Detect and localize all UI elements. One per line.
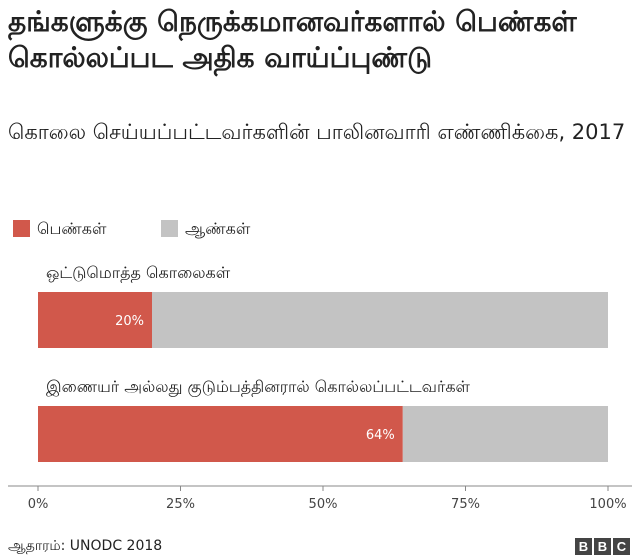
legend-swatch-women xyxy=(13,220,30,237)
x-tick-label: 25% xyxy=(166,497,195,512)
category-label: இணையர் அல்லது குடும்பத்தினரால் கொல்லப்பட… xyxy=(46,377,471,397)
bar-segment-women xyxy=(38,292,152,348)
x-tick-label: 0% xyxy=(28,497,49,512)
bar-segment-men xyxy=(402,406,608,462)
legend-label-men: ஆண்கள் xyxy=(185,219,251,238)
bbc-logo-letter: B xyxy=(575,538,592,555)
legend-item-women: பெண்கள் xyxy=(13,218,106,240)
chart-subtitle: கொலை செய்யப்பட்டவர்களின் பாலினவாரி எண்ணி… xyxy=(8,120,626,144)
x-tick-label: 50% xyxy=(309,497,338,512)
bar-segment-women xyxy=(38,406,403,462)
x-tick-label: 100% xyxy=(589,497,626,512)
data-label: 20% xyxy=(115,314,144,329)
legend-item-men: ஆண்கள் xyxy=(161,218,250,240)
x-tick-label: 75% xyxy=(451,497,480,512)
bar-segment-men xyxy=(152,292,608,348)
data-label: 64% xyxy=(366,428,395,443)
category-label: ஒட்டுமொத்த கொலைகள் xyxy=(46,263,231,282)
bbc-logo-letter: C xyxy=(613,538,630,555)
legend-label-women: பெண்கள் xyxy=(37,219,107,238)
bbc-logo-letter: B xyxy=(594,538,611,555)
legend-swatch-men xyxy=(161,220,178,237)
bbc-logo: B B C xyxy=(575,538,630,555)
source-note: ஆதாரம்: UNODC 2018 xyxy=(8,538,163,554)
chart-title: தங்களுக்கு நெருக்கமானவர்களால் பெண்கள் கொ… xyxy=(8,5,577,74)
